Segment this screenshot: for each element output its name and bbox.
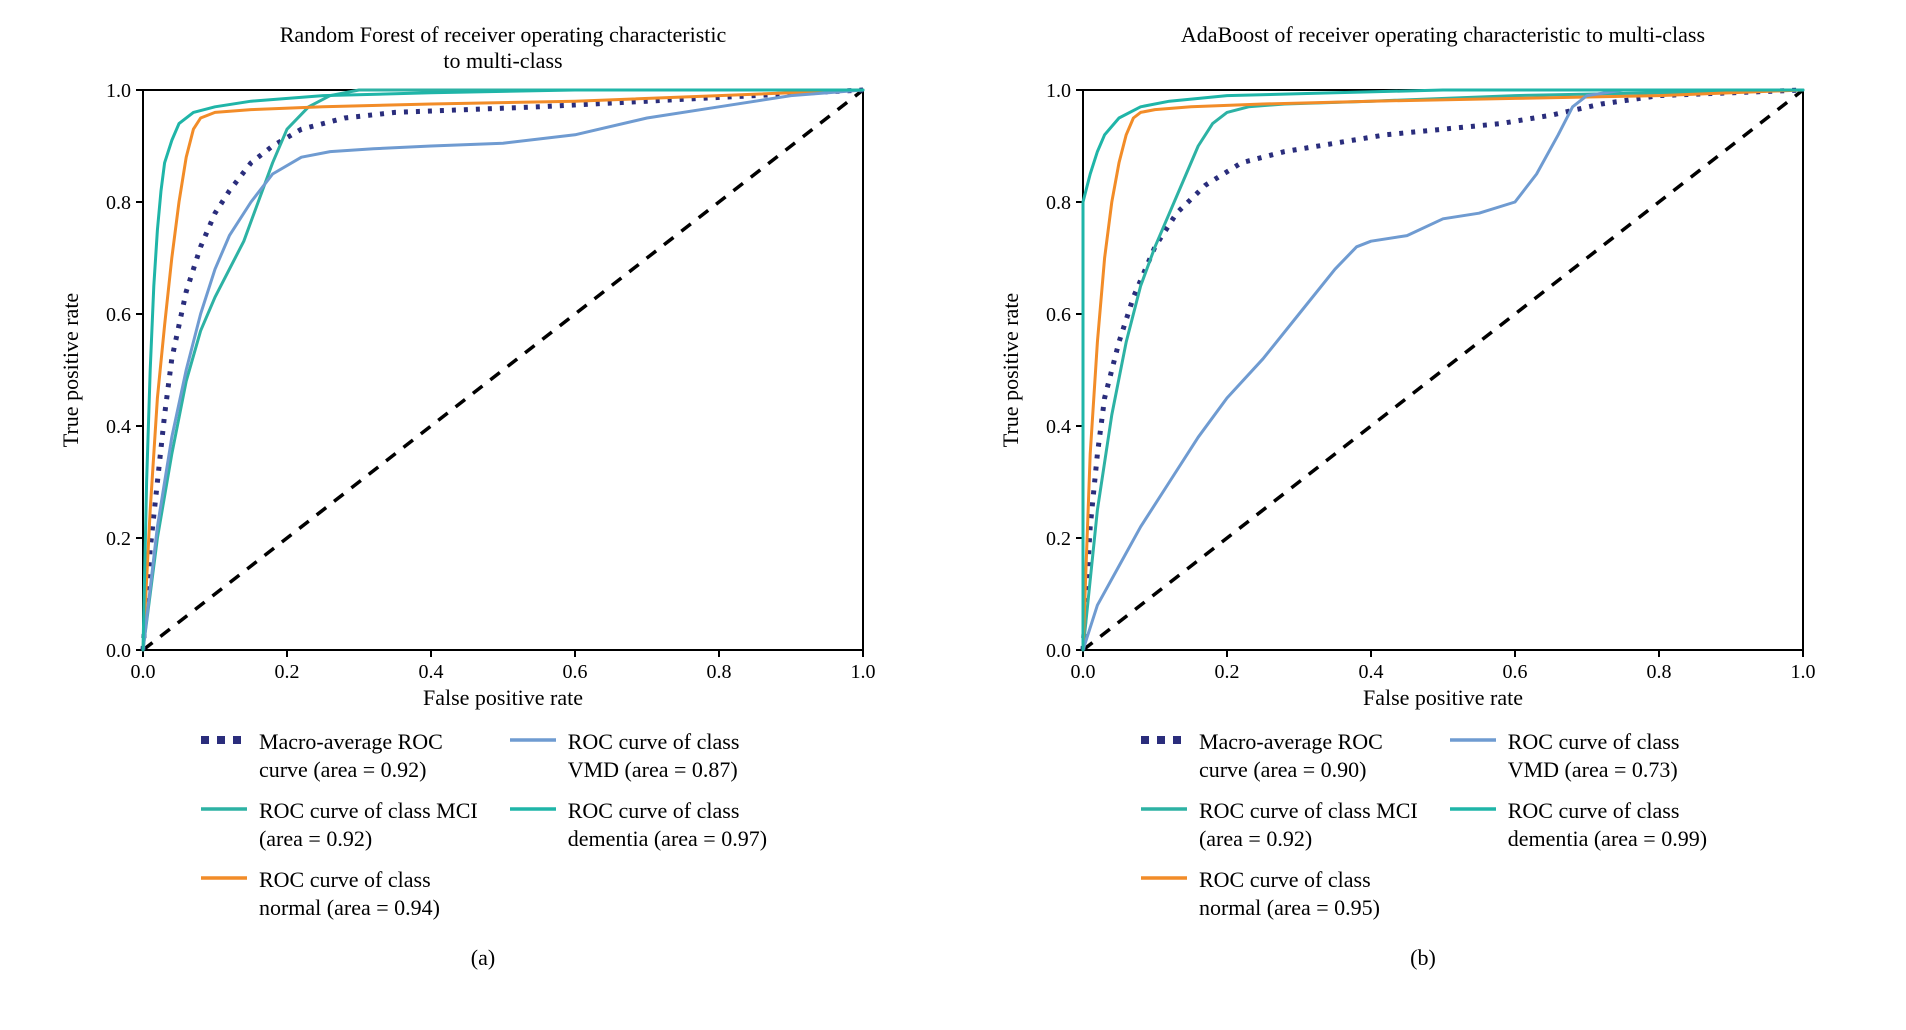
subcaption-b: (b) <box>1410 945 1436 971</box>
y-tick-label: 1.0 <box>1046 80 1071 102</box>
legend-label-normal: ROC curve of classnormal (area = 0.95) <box>1199 866 1380 921</box>
legend-swatch-macro <box>1139 728 1189 752</box>
chart-title: to multi-class <box>443 48 562 73</box>
legend-item-normal: ROC curve of classnormal (area = 0.95) <box>1139 866 1418 921</box>
roc-chart-b: AdaBoost of receiver operating character… <box>983 20 1863 710</box>
legend-swatch-dementia <box>508 797 558 821</box>
x-tick-label: 0.8 <box>707 661 732 683</box>
legend-label-vmd: ROC curve of classVMD (area = 0.87) <box>568 728 740 783</box>
x-tick-label: 0.6 <box>1503 661 1528 683</box>
x-tick-label: 0.2 <box>275 661 300 683</box>
x-tick-label: 1.0 <box>851 661 876 683</box>
legend-column: ROC curve of classVMD (area = 0.87) ROC c… <box>508 728 767 921</box>
chart-title: Random Forest of receiver operating char… <box>280 22 727 47</box>
subcaption-a: (a) <box>471 945 495 971</box>
legend-item-vmd: ROC curve of classVMD (area = 0.87) <box>508 728 767 783</box>
legend: Macro-average ROCcurve (area = 0.92) ROC … <box>199 728 767 921</box>
y-tick-label: 0.0 <box>1046 640 1071 662</box>
x-tick-label: 0.6 <box>563 661 588 683</box>
roc-figure: Random Forest of receiver operating char… <box>43 20 1863 971</box>
y-tick-label: 0.6 <box>106 304 131 326</box>
legend-item-normal: ROC curve of classnormal (area = 0.94) <box>199 866 478 921</box>
legend-column: Macro-average ROCcurve (area = 0.90) ROC … <box>1139 728 1418 921</box>
legend-item-macro: Macro-average ROCcurve (area = 0.92) <box>199 728 478 783</box>
legend-column: Macro-average ROCcurve (area = 0.92) ROC … <box>199 728 478 921</box>
y-tick-label: 0.2 <box>1046 528 1071 550</box>
roc-panel-a: Random Forest of receiver operating char… <box>43 20 923 971</box>
y-tick-label: 0.2 <box>106 528 131 550</box>
legend-swatch-vmd <box>1448 728 1498 752</box>
y-tick-label: 0.8 <box>1046 192 1071 214</box>
legend-label-vmd: ROC curve of classVMD (area = 0.73) <box>1508 728 1680 783</box>
y-axis-label: True positive rate <box>58 293 83 447</box>
legend-label-normal: ROC curve of classnormal (area = 0.94) <box>259 866 440 921</box>
legend-item-mci: ROC curve of class MCI(area = 0.92) <box>1139 797 1418 852</box>
y-tick-label: 0.4 <box>1046 416 1071 438</box>
roc-panel-b: AdaBoost of receiver operating character… <box>983 20 1863 971</box>
legend-swatch-vmd <box>508 728 558 752</box>
roc-chart-a: Random Forest of receiver operating char… <box>43 20 923 710</box>
x-tick-label: 0.2 <box>1215 661 1240 683</box>
legend: Macro-average ROCcurve (area = 0.90) ROC … <box>1139 728 1707 921</box>
y-tick-label: 0.0 <box>106 640 131 662</box>
y-tick-label: 1.0 <box>106 80 131 102</box>
legend-label-macro: Macro-average ROCcurve (area = 0.90) <box>1199 728 1383 783</box>
legend-swatch-mci <box>1139 797 1189 821</box>
x-tick-label: 0.0 <box>131 661 156 683</box>
legend-column: ROC curve of classVMD (area = 0.73) ROC c… <box>1448 728 1707 921</box>
legend-item-dementia: ROC curve of classdementia (area = 0.99) <box>1448 797 1707 852</box>
legend-label-macro: Macro-average ROCcurve (area = 0.92) <box>259 728 443 783</box>
legend-label-dementia: ROC curve of classdementia (area = 0.99) <box>1508 797 1707 852</box>
legend-item-macro: Macro-average ROCcurve (area = 0.90) <box>1139 728 1418 783</box>
y-tick-label: 0.6 <box>1046 304 1071 326</box>
y-tick-label: 0.8 <box>106 192 131 214</box>
x-tick-label: 1.0 <box>1791 661 1816 683</box>
legend-item-vmd: ROC curve of classVMD (area = 0.73) <box>1448 728 1707 783</box>
x-axis-label: False positive rate <box>1363 685 1523 710</box>
x-tick-label: 0.4 <box>419 661 444 683</box>
x-tick-label: 0.8 <box>1647 661 1672 683</box>
legend-label-mci: ROC curve of class MCI(area = 0.92) <box>259 797 478 852</box>
legend-swatch-macro <box>199 728 249 752</box>
x-tick-label: 0.0 <box>1071 661 1096 683</box>
legend-swatch-dementia <box>1448 797 1498 821</box>
legend-label-dementia: ROC curve of classdementia (area = 0.97) <box>568 797 767 852</box>
legend-swatch-mci <box>199 797 249 821</box>
legend-item-dementia: ROC curve of classdementia (area = 0.97) <box>508 797 767 852</box>
legend-swatch-normal <box>199 866 249 890</box>
legend-item-mci: ROC curve of class MCI(area = 0.92) <box>199 797 478 852</box>
y-tick-label: 0.4 <box>106 416 131 438</box>
y-axis-label: True positive rate <box>998 293 1023 447</box>
legend-swatch-normal <box>1139 866 1189 890</box>
chart-title: AdaBoost of receiver operating character… <box>1181 22 1705 47</box>
x-axis-label: False positive rate <box>423 685 583 710</box>
x-tick-label: 0.4 <box>1359 661 1384 683</box>
legend-label-mci: ROC curve of class MCI(area = 0.92) <box>1199 797 1418 852</box>
